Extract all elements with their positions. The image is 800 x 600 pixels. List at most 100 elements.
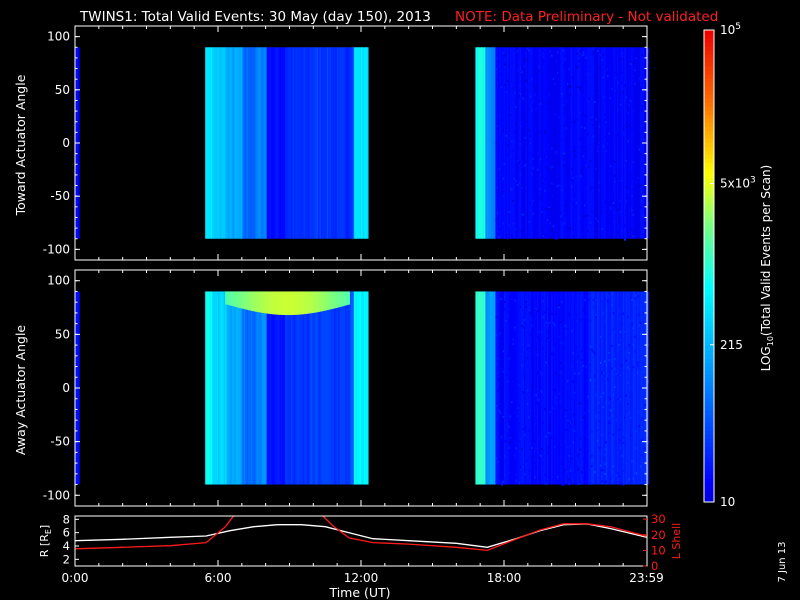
heatmap-speckle	[642, 312, 645, 315]
heatmap-column	[554, 47, 556, 239]
heatmap-speckle	[594, 77, 596, 80]
heatmap-speckle	[536, 402, 539, 405]
heatmap-speckle	[628, 100, 631, 103]
heatmap-speckle	[641, 361, 644, 364]
heatmap-speckle	[619, 338, 622, 341]
heatmap-speckle	[541, 330, 544, 333]
heatmap-speckle	[502, 480, 505, 483]
heatmap-column	[616, 291, 619, 485]
heatmap-speckle	[504, 85, 506, 88]
heatmap-speckle	[604, 200, 606, 203]
heatmap-speckle	[642, 178, 645, 181]
heatmap-speckle	[581, 54, 584, 57]
heatmap-column	[263, 291, 266, 485]
heatmap-speckle	[574, 330, 576, 333]
heatmap-speckle	[508, 224, 511, 227]
heatmap-hot-band	[256, 291, 259, 312]
heatmap-speckle	[501, 86, 503, 89]
heatmap-speckle	[501, 104, 503, 107]
heatmap-speckle	[498, 186, 501, 189]
heatmap-speckle	[516, 152, 519, 155]
heatmap-speckle	[611, 344, 614, 347]
heatmap-column	[479, 291, 482, 485]
heatmap-speckle	[515, 380, 518, 383]
colorbar-cell	[704, 50, 714, 55]
ytick-left-label: 6	[63, 526, 70, 540]
heatmap-speckle	[541, 373, 544, 376]
heatmap-speckle	[546, 320, 549, 323]
heatmap-speckle	[555, 151, 558, 153]
heatmap-speckle	[596, 49, 599, 52]
heatmap-speckle	[596, 386, 599, 389]
heatmap-speckle	[499, 85, 502, 88]
heatmap-speckle	[586, 72, 589, 75]
heatmap-speckle	[635, 472, 638, 475]
heatmap-hot-band	[296, 291, 299, 315]
heatmap-speckle	[586, 60, 589, 63]
heatmap-speckle	[629, 168, 632, 171]
heatmap-speckle	[564, 62, 566, 65]
heatmap-speckle	[532, 84, 535, 87]
heatmap-speckle	[498, 235, 501, 238]
heatmap-column	[524, 47, 526, 239]
heatmap-column	[276, 47, 279, 239]
heatmap-column	[306, 291, 309, 485]
heatmap-speckle	[502, 370, 505, 373]
heatmap-column	[258, 291, 260, 485]
heatmap-speckle	[611, 208, 614, 211]
heatmap-hot-band	[345, 291, 348, 306]
heatmap-speckle	[612, 328, 615, 331]
heatmap-column	[602, 291, 605, 485]
heatmap-speckle	[642, 455, 645, 458]
heatmap-speckle	[554, 343, 556, 346]
heatmap-hot-band	[312, 291, 315, 313]
heatmap-speckle	[622, 469, 625, 472]
heatmap-column	[345, 47, 348, 239]
heatmap-speckle	[562, 363, 565, 366]
heatmap-speckle	[522, 316, 525, 319]
heatmap-speckle	[589, 370, 592, 373]
heatmap-speckle	[499, 298, 502, 301]
heatmap-hot-band	[288, 291, 290, 316]
heatmap-speckle	[606, 124, 609, 127]
heatmap-column	[519, 291, 522, 485]
heatmap-speckle	[542, 347, 545, 350]
heatmap-speckle	[515, 47, 518, 50]
heatmap-column	[615, 291, 618, 485]
heatmap-speckle	[629, 319, 632, 322]
heatmap-speckle	[609, 193, 612, 196]
heatmap-speckle	[566, 100, 569, 103]
heatmap-speckle	[539, 213, 542, 216]
heatmap-column	[293, 291, 296, 485]
heatmap-speckle	[626, 403, 629, 406]
heatmap-speckle	[548, 93, 551, 96]
heatmap-column	[348, 291, 350, 485]
heatmap-hot-band	[309, 291, 312, 314]
heatmap-column	[309, 291, 312, 485]
heatmap-speckle	[636, 361, 639, 364]
heatmap-column	[554, 291, 556, 485]
heatmap-speckle	[632, 213, 635, 216]
heatmap-hot-band	[270, 291, 273, 315]
heatmap-speckle	[555, 71, 558, 74]
heatmap-speckle	[618, 343, 621, 346]
heatmap-speckle	[638, 167, 641, 170]
heatmap-speckle	[574, 391, 576, 394]
heatmap-speckle	[536, 119, 539, 122]
heatmap-speckle	[518, 95, 521, 98]
heatmap-column	[342, 291, 345, 485]
heatmap-speckle	[529, 447, 532, 450]
heatmap-hot-band	[253, 291, 256, 312]
heatmap-column	[350, 47, 353, 239]
heatmap-column	[541, 47, 544, 239]
heatmap-hot-band	[268, 291, 270, 314]
heatmap-speckle	[578, 453, 581, 456]
heatmap-column	[605, 291, 608, 485]
colorbar-cell	[704, 374, 714, 379]
heatmap-column	[624, 291, 626, 485]
heatmap-speckle	[572, 231, 575, 234]
heatmap-column	[606, 291, 609, 485]
heatmap-speckle	[524, 186, 526, 189]
heatmap-hot-band	[318, 291, 320, 312]
heatmap-speckle	[589, 221, 592, 224]
